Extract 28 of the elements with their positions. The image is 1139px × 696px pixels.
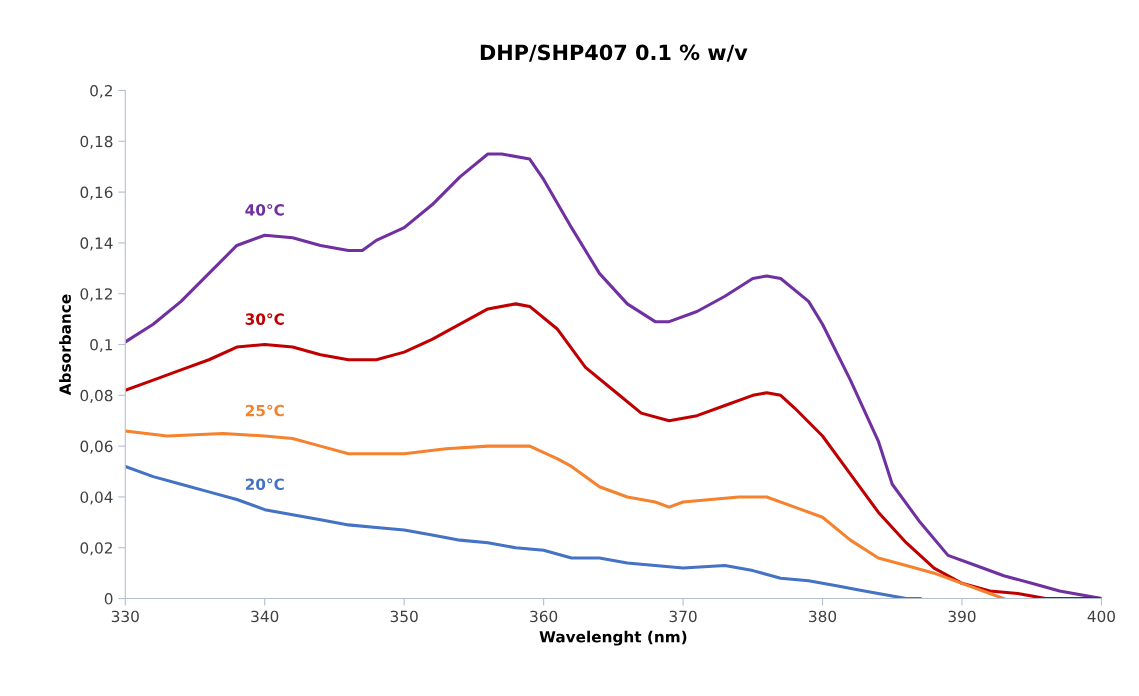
x-tick-label: 370 [669, 610, 697, 623]
x-tick-label: 390 [948, 610, 976, 623]
x-tick-label: 340 [251, 610, 279, 623]
y-tick-label: 0,14 [80, 237, 113, 251]
y-tick-label: 0,18 [80, 135, 113, 149]
series-label: 40°C [245, 203, 284, 216]
line-series [125, 464, 922, 599]
y-tick-label: 0,08 [80, 389, 113, 403]
x-tick-label: 360 [530, 610, 558, 623]
y-tick-label: 0,12 [80, 288, 112, 302]
y-axis-title: Absorbance [59, 294, 71, 396]
y-tick-label: 0,1 [90, 338, 113, 353]
series-label: 20°C [245, 478, 284, 491]
y-tick-label: 0 [104, 593, 113, 605]
x-tick-label: 380 [809, 610, 837, 623]
series-label: 25°C [245, 404, 284, 417]
x-tick-label: 330 [111, 610, 139, 623]
x-tick-label: 350 [390, 610, 418, 623]
line-series [125, 429, 1006, 599]
y-tick-label: 0,04 [80, 491, 113, 505]
series-label: 30°C [245, 313, 284, 325]
y-tick-label: 0,02 [80, 542, 112, 556]
chart-title: DHP/SHP407 0.1 % w/v [480, 44, 748, 62]
x-axis-title: Wavelenght (nm) [539, 630, 687, 646]
x-tick-label: 400 [1087, 610, 1115, 623]
y-tick-label: 0,06 [80, 440, 113, 454]
y-tick-label: 0,2 [90, 84, 112, 99]
y-tick-label: 0,16 [80, 186, 113, 200]
